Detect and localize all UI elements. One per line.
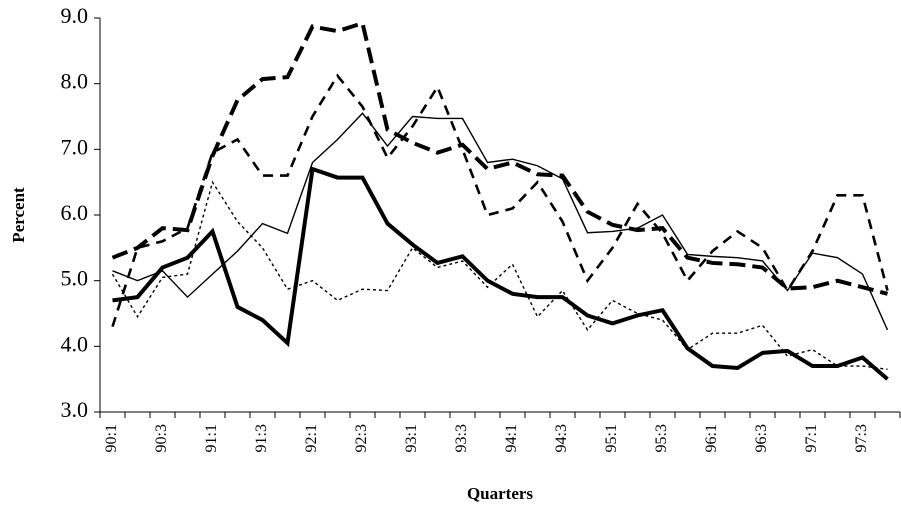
y-tick-label: 3.0 — [61, 397, 89, 422]
x-tick-label: 95:3 — [653, 424, 670, 452]
x-tick-label: 94:3 — [553, 424, 570, 452]
x-tick-label: 95:1 — [603, 424, 620, 452]
x-tick-label: 96:3 — [753, 424, 770, 452]
x-tick-label: 97:3 — [853, 424, 870, 452]
x-tick-label: 92:1 — [303, 424, 320, 452]
y-tick-label: 4.0 — [61, 331, 89, 356]
y-tick-label: 9.0 — [61, 3, 89, 28]
series-line — [111, 73, 889, 328]
series-line — [111, 20, 889, 296]
y-tick-label: 7.0 — [61, 134, 89, 159]
x-tick-label: 96:1 — [703, 424, 720, 452]
x-tick-label: 93:1 — [403, 424, 420, 452]
y-tick-label: 5.0 — [61, 266, 89, 291]
y-tick-label: 8.0 — [61, 69, 89, 94]
x-tick-label: 92:3 — [353, 424, 370, 452]
x-tick-label: 91:1 — [203, 424, 220, 452]
series-line — [111, 180, 888, 371]
x-axis-title: Quarters — [467, 484, 533, 503]
y-tick-label: 6.0 — [61, 200, 89, 225]
series-line — [112, 112, 889, 331]
x-tick-label: 90:3 — [153, 424, 170, 452]
x-tick-label: 93:3 — [453, 424, 470, 452]
series-line — [112, 166, 889, 381]
x-tick-label: 97:1 — [803, 424, 820, 452]
x-tick-label: 90:1 — [103, 424, 120, 452]
x-tick-label: 94:1 — [503, 424, 520, 452]
y-axis-title: Percent — [9, 187, 28, 243]
x-tick-label: 91:3 — [253, 424, 270, 452]
